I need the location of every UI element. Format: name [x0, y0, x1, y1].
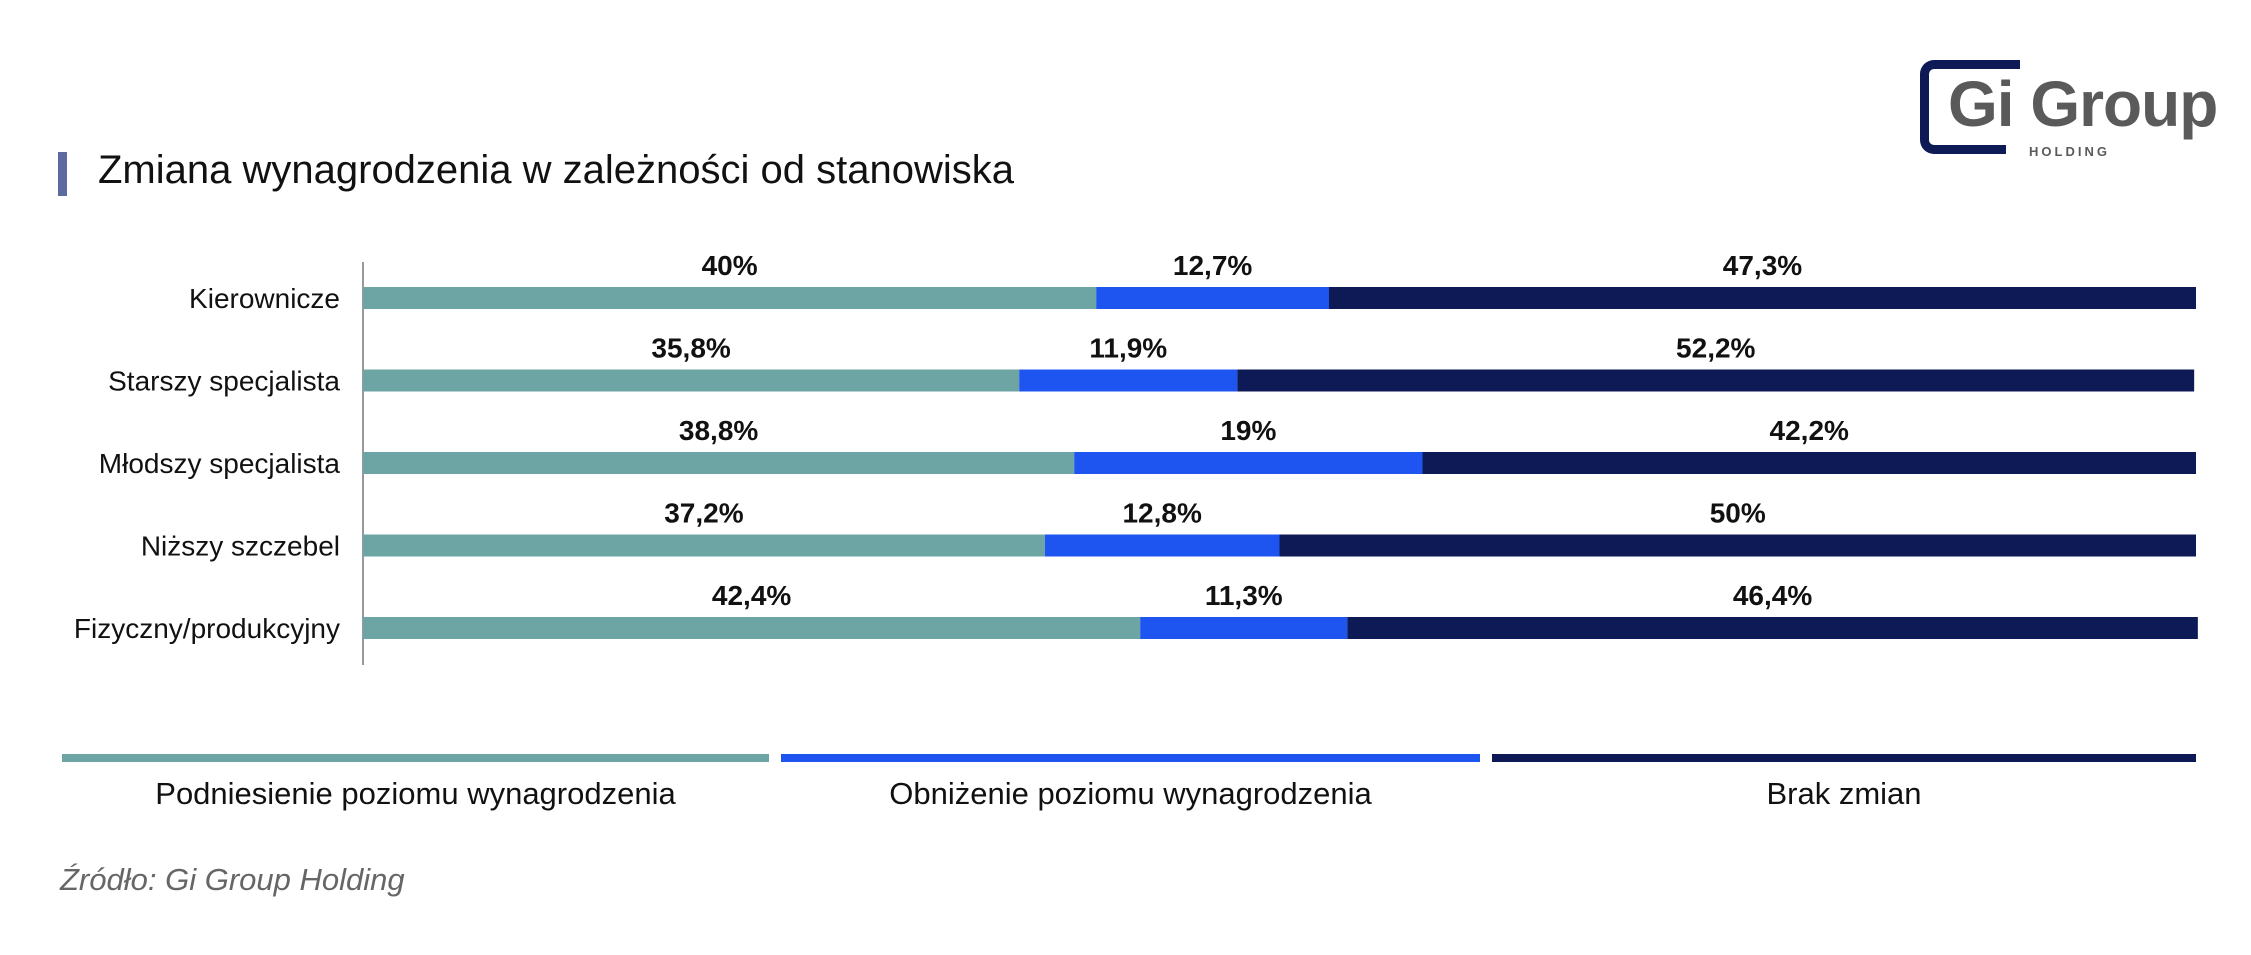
- bar-segment: [1347, 617, 2198, 639]
- data-label: 19%: [1220, 415, 1276, 446]
- bar-segment: [1140, 617, 1348, 639]
- bar-segment: [1328, 287, 2196, 309]
- stacked-bar-chart: Kierownicze 40% 12,7% 47,3% Starszy specjali…: [74, 250, 2198, 665]
- bar-segment: [1422, 452, 2196, 474]
- data-label: 11,3%: [1205, 580, 1283, 611]
- bar-segment: [1074, 452, 1423, 474]
- bar-segment: [363, 617, 1141, 639]
- title-accent-bar: [58, 152, 67, 196]
- bar-segment: [363, 534, 1045, 557]
- data-label: 50%: [1710, 498, 1766, 529]
- data-label: 42,2%: [1770, 415, 1849, 446]
- source-note: Źródło: Gi Group Holding: [60, 862, 405, 897]
- bar-segment: [1019, 369, 1238, 392]
- bar-segment: [1237, 369, 2195, 392]
- bar-segment: [1044, 534, 1280, 557]
- legend-label: Brak zmian: [1766, 776, 1922, 811]
- data-label: 46,4%: [1733, 580, 1812, 611]
- data-label: 12,8%: [1122, 498, 1201, 529]
- data-label: 47,3%: [1723, 250, 1802, 281]
- logo-frame-bottom: [1980, 145, 2000, 154]
- data-label: 35,8%: [651, 333, 730, 364]
- logo-frame: [1920, 60, 2006, 154]
- data-label: 38,8%: [679, 415, 758, 446]
- category-label: Niższy szczebel: [141, 531, 340, 562]
- legend-swatch: [781, 754, 1480, 762]
- logo-frame-top: [1980, 60, 2020, 69]
- data-label: 40%: [702, 250, 758, 281]
- logo-subtext: HOLDING: [2029, 144, 2110, 159]
- data-label: 37,2%: [664, 498, 743, 529]
- data-label: 42,4%: [712, 580, 791, 611]
- logo-text: Gi Group: [1948, 68, 2218, 140]
- data-label: 12,7%: [1173, 250, 1252, 281]
- bar-segment: [1279, 534, 2196, 557]
- chart-title: Zmiana wynagrodzenia w zależności od sta…: [98, 148, 1015, 192]
- legend-swatch: [62, 754, 769, 762]
- legend-label: Podniesienie poziomu wynagrodzenia: [155, 776, 676, 811]
- bar-segment: [363, 369, 1020, 392]
- category-label: Młodszy specjalista: [99, 448, 341, 479]
- legend-label: Obniżenie poziomu wynagrodzenia: [889, 776, 1372, 811]
- bar-segment: [363, 452, 1075, 474]
- gi-group-logo: Gi Group HOLDING: [1920, 60, 2218, 160]
- data-label: 11,9%: [1089, 333, 1167, 364]
- data-label: 52,2%: [1676, 333, 1755, 364]
- bar-segment: [1096, 287, 1329, 309]
- category-label: Starszy specjalista: [108, 366, 340, 397]
- legend-swatch: [1492, 754, 2196, 762]
- bar-segment: [363, 287, 1097, 309]
- category-label: Kierownicze: [189, 283, 340, 314]
- category-label: Fizyczny/produkcyjny: [74, 613, 340, 644]
